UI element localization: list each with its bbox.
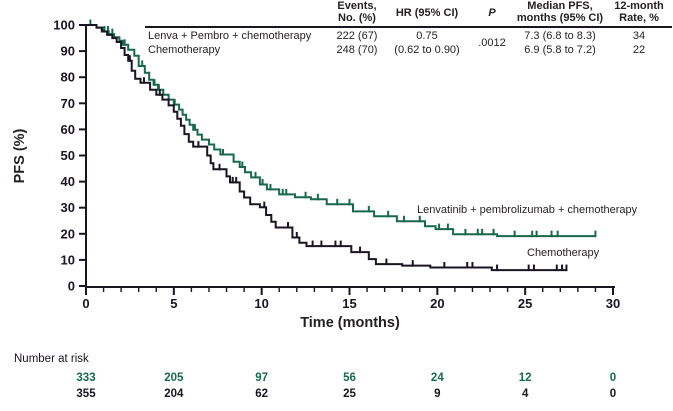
y-tick-label: 90: [61, 44, 75, 59]
risk-count-lenva: 0: [610, 372, 616, 384]
y-tick-label: 70: [61, 96, 75, 111]
stats-cell-events-chemo: 248 (70): [336, 44, 378, 56]
stats-header-p: P: [488, 7, 496, 19]
stats-cell-median-lenva: 7.3 (6.8 to 8.3): [524, 30, 596, 42]
km-curve-lenva: [86, 24, 597, 238]
stats-cell-median-chemo: 6.9 (5.8 to 7.2): [524, 44, 596, 56]
km-curve-chemo: [86, 24, 568, 272]
x-tick-label: 5: [170, 296, 177, 311]
y-axis-label: PFS (%): [12, 128, 28, 184]
risk-count-lenva: 24: [431, 372, 444, 384]
y-tick-label: 0: [68, 279, 75, 294]
x-tick-label: 20: [430, 296, 444, 311]
risk-count-lenva: 97: [255, 372, 268, 384]
stats-cell-hr-ci: (0.62 to 0.90): [394, 44, 460, 56]
y-tick-label: 50: [61, 148, 75, 163]
stats-cell-hr-point: 0.75: [416, 30, 438, 42]
risk-count-chemo: 62: [255, 388, 268, 400]
y-tick-label: 10: [61, 252, 75, 267]
x-tick-label: 10: [254, 296, 268, 311]
risk-count-chemo: 204: [164, 388, 184, 400]
risk-count-chemo: 25: [343, 388, 356, 400]
x-tick-label: 0: [82, 296, 89, 311]
y-tick-label: 80: [61, 70, 75, 85]
stats-row-label-chemo: Chemotherapy: [148, 44, 221, 56]
stats-header-rate: 12-month Rate, %: [614, 0, 664, 24]
x-tick-label: 15: [342, 296, 356, 311]
number-at-risk-label: Number at risk: [14, 353, 89, 365]
x-tick-label: 30: [606, 296, 620, 311]
risk-count-chemo: 4: [522, 388, 529, 400]
stats-cell-events-lenva: 222 (67): [336, 30, 378, 42]
stats-header-hr: HR (95% CI): [395, 7, 459, 19]
stats-cell-rate-lenva: 34: [632, 30, 646, 42]
x-axis-label: Time (months): [300, 315, 400, 331]
y-tick-label: 40: [61, 174, 75, 189]
stats-cell-rate-chemo: 22: [632, 44, 646, 56]
y-tick-label: 100: [53, 18, 75, 33]
risk-count-lenva: 333: [76, 372, 95, 384]
risk-count-lenva: 56: [343, 372, 356, 384]
x-tick-label: 25: [518, 296, 532, 311]
stats-cell-p-value: .0012: [478, 37, 506, 49]
y-tick-label: 20: [61, 226, 75, 241]
y-tick-label: 30: [61, 200, 75, 215]
risk-count-lenva: 205: [164, 372, 184, 384]
risk-count-chemo: 9: [434, 388, 440, 400]
risk-count-chemo: 0: [610, 388, 616, 400]
stats-row-label-lenva: Lenva + Pembro + chemotherapy: [148, 30, 312, 42]
curve-label-lenva: Lenvatinib + pembrolizumab + chemotherap…: [417, 204, 638, 216]
stats-table-rule: [145, 26, 672, 28]
curve-label-chemo: Chemotherapy: [527, 247, 600, 259]
stats-header-median: Median PFS, months (95% CI): [516, 0, 604, 24]
risk-count-lenva: 12: [519, 372, 532, 384]
risk-count-chemo: 355: [76, 388, 96, 400]
stats-header-events: Events, No. (%): [337, 0, 377, 24]
y-tick-label: 60: [61, 122, 75, 137]
